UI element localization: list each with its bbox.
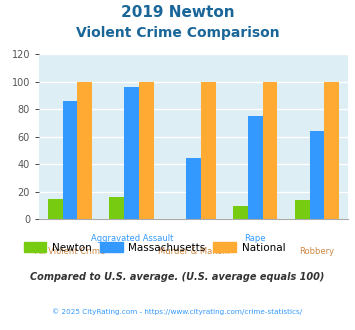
Bar — [186, 157, 201, 219]
Legend: Newton, Massachusetts, National: Newton, Massachusetts, National — [20, 238, 289, 257]
Bar — [263, 82, 278, 219]
Bar — [124, 87, 139, 219]
Text: Rape: Rape — [245, 234, 266, 243]
Bar — [139, 82, 154, 219]
Text: © 2025 CityRating.com - https://www.cityrating.com/crime-statistics/: © 2025 CityRating.com - https://www.city… — [53, 309, 302, 315]
Bar — [201, 82, 216, 219]
Bar — [310, 131, 324, 219]
Bar — [324, 82, 339, 219]
Text: 2019 Newton: 2019 Newton — [121, 5, 234, 20]
Text: Compared to U.S. average. (U.S. average equals 100): Compared to U.S. average. (U.S. average … — [30, 272, 325, 282]
Bar — [48, 199, 62, 219]
Bar — [62, 101, 77, 219]
Text: Violent Crime Comparison: Violent Crime Comparison — [76, 26, 279, 40]
Text: All Violent Crime: All Violent Crime — [35, 248, 105, 256]
Bar — [295, 200, 310, 219]
Text: Robbery: Robbery — [300, 248, 334, 256]
Text: Aggravated Assault: Aggravated Assault — [91, 234, 173, 243]
Bar — [248, 116, 263, 219]
Bar — [109, 197, 124, 219]
Bar — [77, 82, 92, 219]
Text: Murder & Mans...: Murder & Mans... — [158, 248, 229, 256]
Bar — [233, 206, 248, 219]
